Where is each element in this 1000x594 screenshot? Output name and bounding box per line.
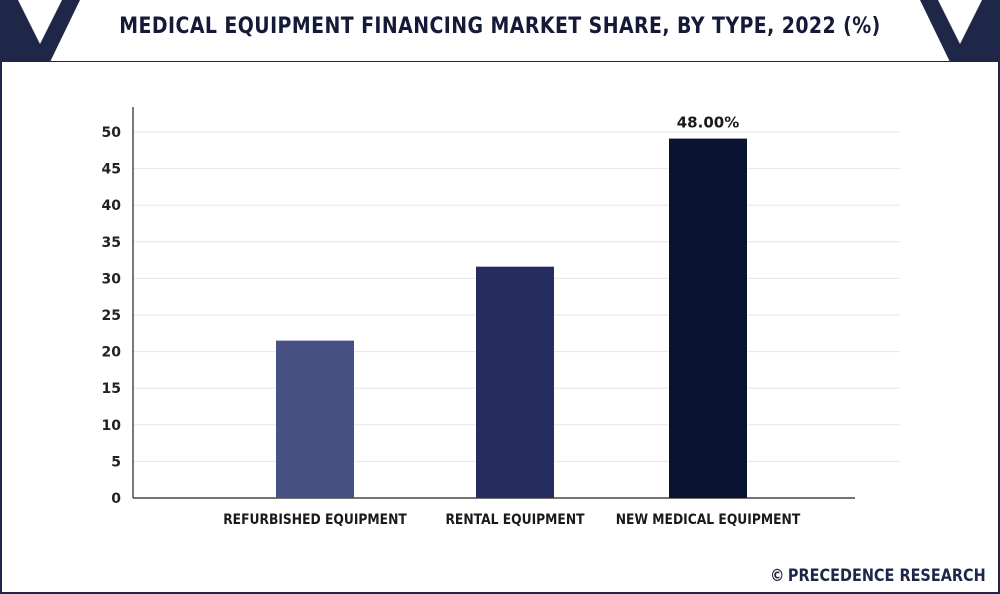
credit-label: © PRECEDENCE RESEARCH: [770, 566, 986, 586]
y-tick-label: 20: [102, 345, 122, 361]
bar: [476, 266, 554, 498]
y-tick-label: 0: [111, 491, 121, 507]
y-tick-label: 40: [102, 198, 122, 214]
data-label: 48.00%: [677, 114, 739, 132]
y-tick-label: 50: [102, 125, 122, 141]
x-category-label: RENTAL EQUIPMENT: [445, 512, 584, 528]
y-tick-label: 10: [102, 418, 122, 434]
title-banner: [0, 0, 1000, 62]
x-category-label: REFURBISHED EQUIPMENT: [223, 512, 407, 528]
y-tick-label: 35: [102, 235, 121, 251]
y-tick-label: 45: [102, 162, 121, 178]
y-tick-label: 5: [111, 454, 121, 470]
bar: [669, 138, 747, 498]
copyright-icon: ©: [770, 566, 785, 586]
y-tick-label: 30: [102, 271, 122, 287]
x-category-label: NEW MEDICAL EQUIPMENT: [616, 512, 801, 528]
bar: [276, 340, 354, 498]
chart-title: MEDICAL EQUIPMENT FINANCING MARKET SHARE…: [119, 14, 881, 39]
y-tick-label: 25: [102, 308, 121, 324]
credit-text: PRECEDENCE RESEARCH: [788, 566, 986, 586]
y-tick-label: 15: [102, 381, 121, 397]
